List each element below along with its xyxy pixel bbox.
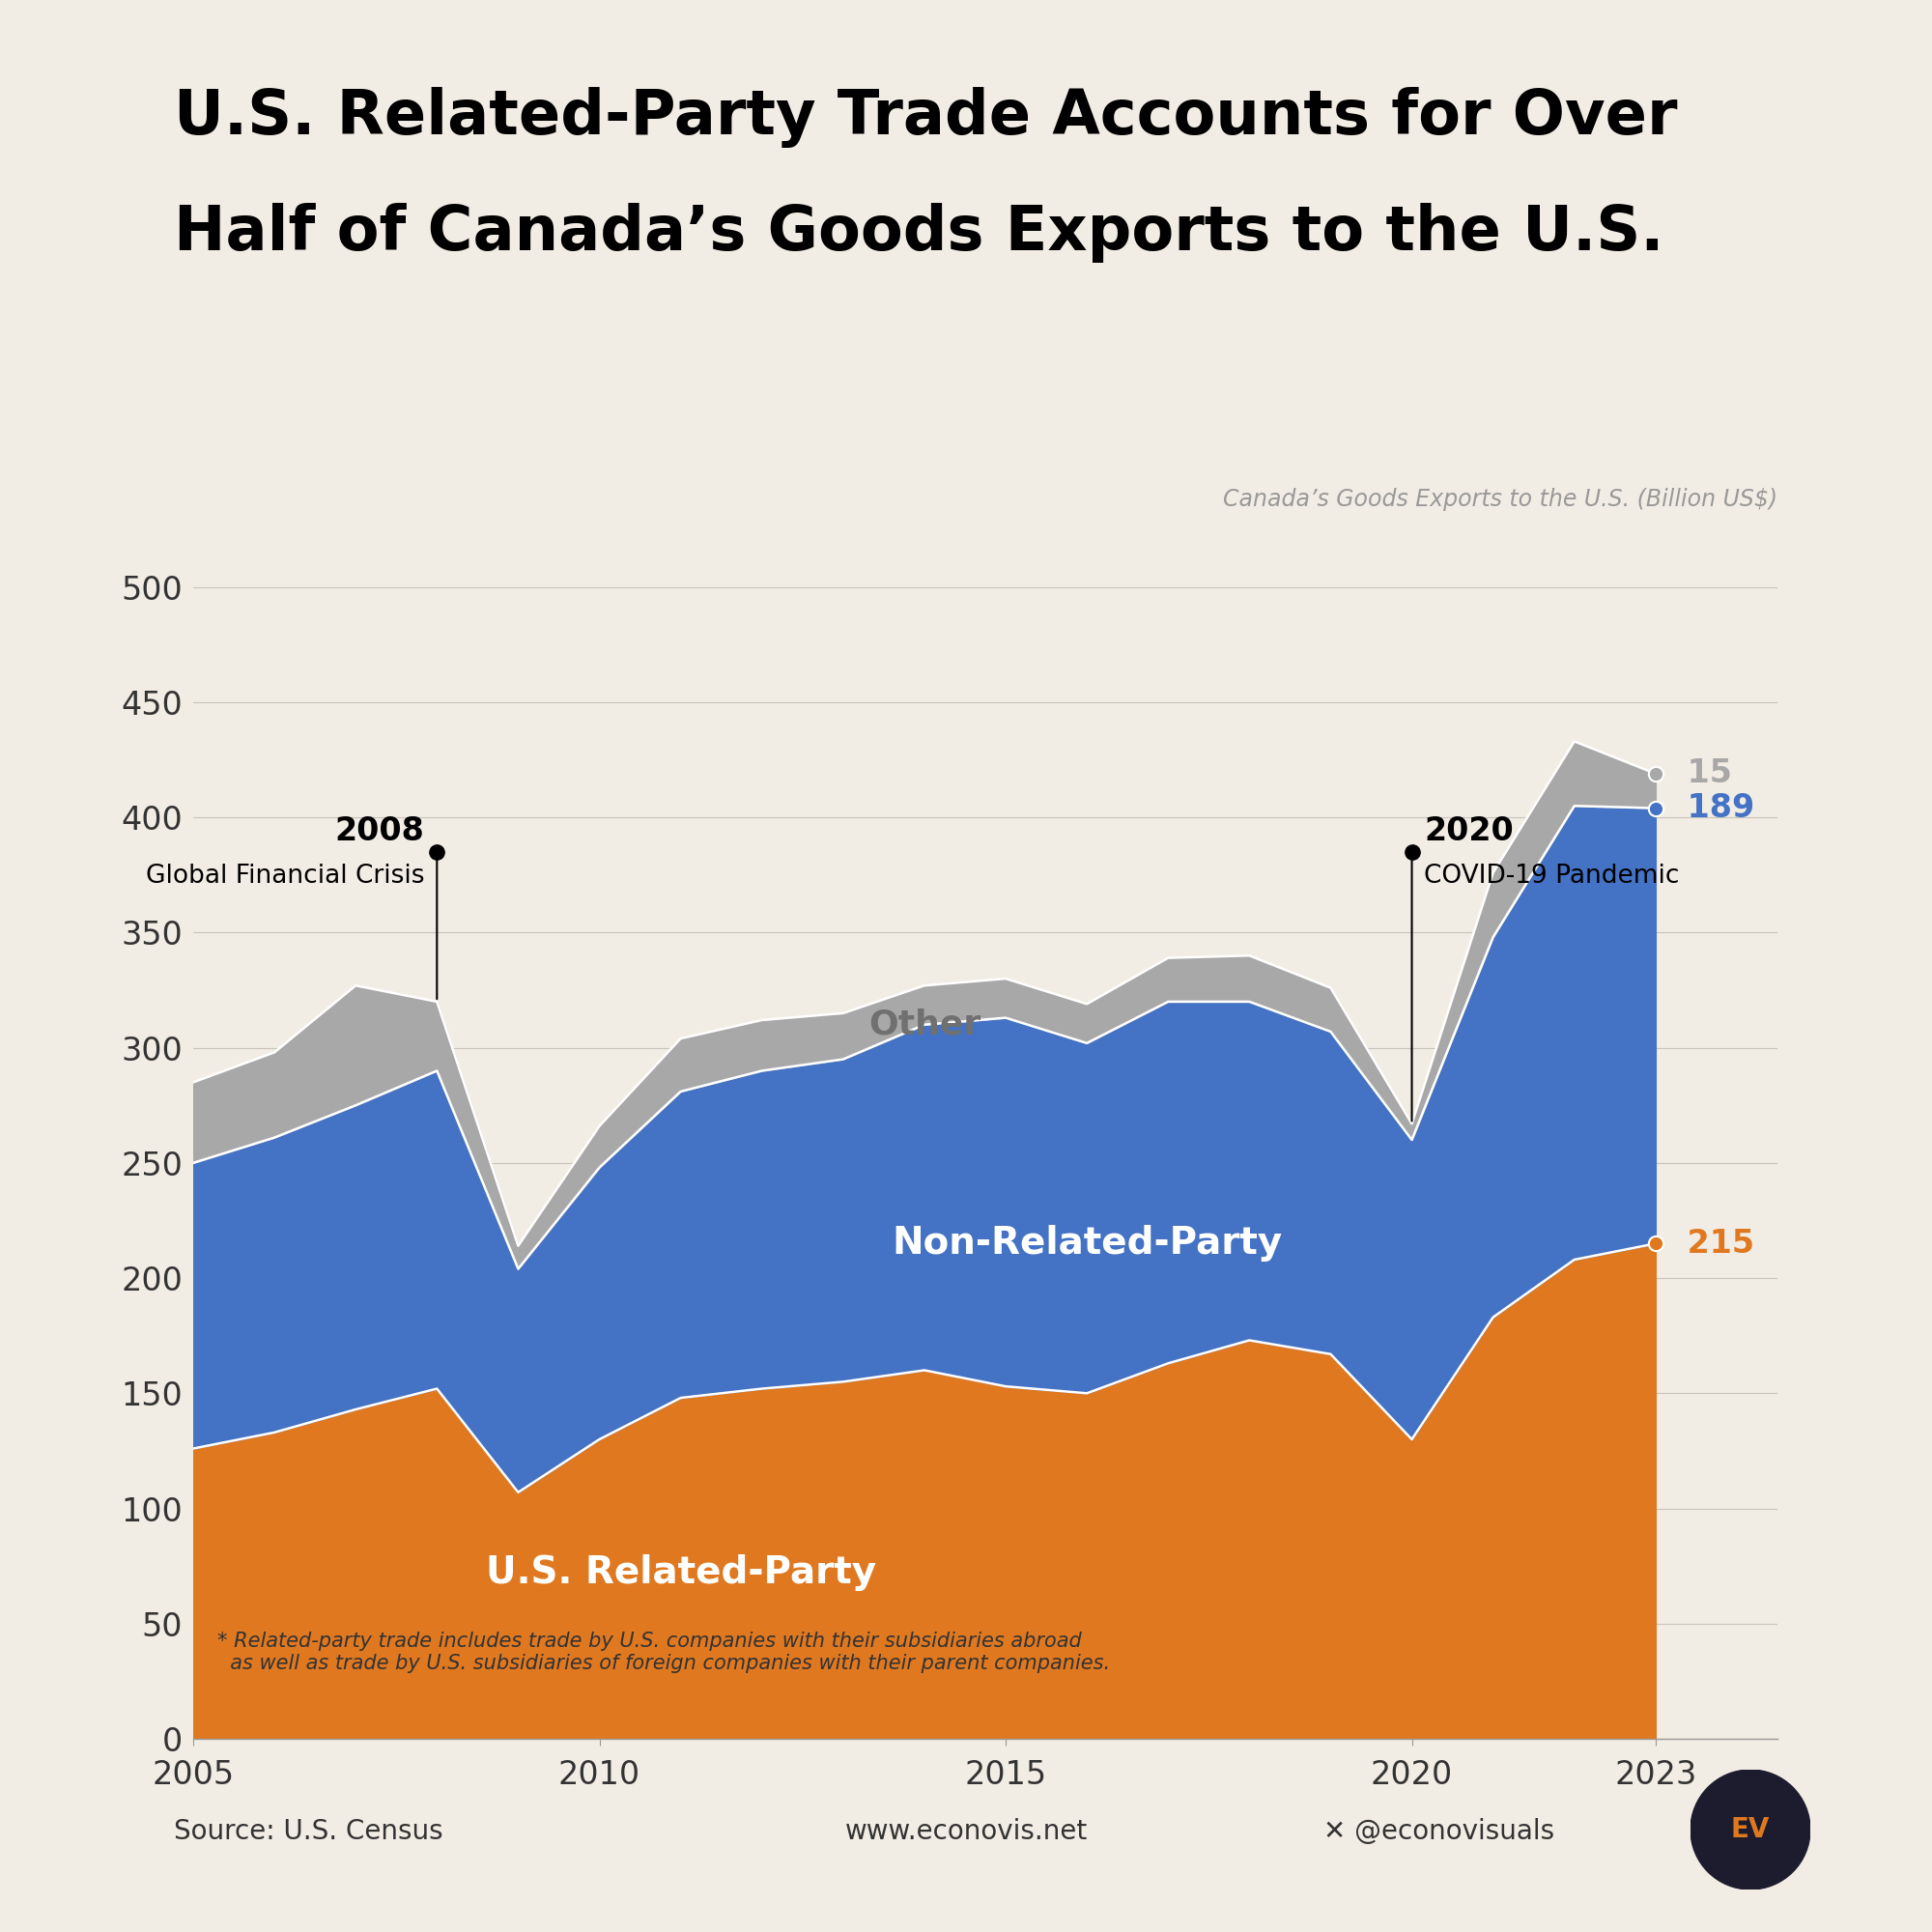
Text: 2020: 2020 bbox=[1424, 815, 1513, 848]
Text: COVID-19 Pandemic: COVID-19 Pandemic bbox=[1424, 864, 1679, 889]
Text: Half of Canada’s Goods Exports to the U.S.: Half of Canada’s Goods Exports to the U.… bbox=[174, 203, 1663, 263]
Text: www.econovis.net: www.econovis.net bbox=[844, 1818, 1088, 1845]
Text: U.S. Related-Party Trade Accounts for Over: U.S. Related-Party Trade Accounts for Ov… bbox=[174, 87, 1677, 149]
Text: Source: U.S. Census: Source: U.S. Census bbox=[174, 1818, 442, 1845]
Text: * Related-party trade includes trade by U.S. companies with their subsidiaries a: * Related-party trade includes trade by … bbox=[216, 1631, 1109, 1673]
Text: 215: 215 bbox=[1675, 1227, 1754, 1260]
Text: 2008: 2008 bbox=[334, 815, 425, 848]
Text: U.S. Related-Party: U.S. Related-Party bbox=[485, 1555, 875, 1592]
Text: Canada’s Goods Exports to the U.S. (Billion US$): Canada’s Goods Exports to the U.S. (Bill… bbox=[1223, 487, 1777, 510]
Circle shape bbox=[1690, 1770, 1810, 1889]
Text: Other: Other bbox=[867, 1009, 981, 1041]
Text: Global Financial Crisis: Global Financial Crisis bbox=[147, 864, 425, 889]
Text: EV: EV bbox=[1731, 1816, 1770, 1843]
Text: 15: 15 bbox=[1675, 757, 1731, 790]
Text: ✕ @econovisuals: ✕ @econovisuals bbox=[1323, 1818, 1555, 1845]
Text: 189: 189 bbox=[1675, 792, 1754, 825]
Text: Non-Related-Party: Non-Related-Party bbox=[893, 1225, 1283, 1262]
